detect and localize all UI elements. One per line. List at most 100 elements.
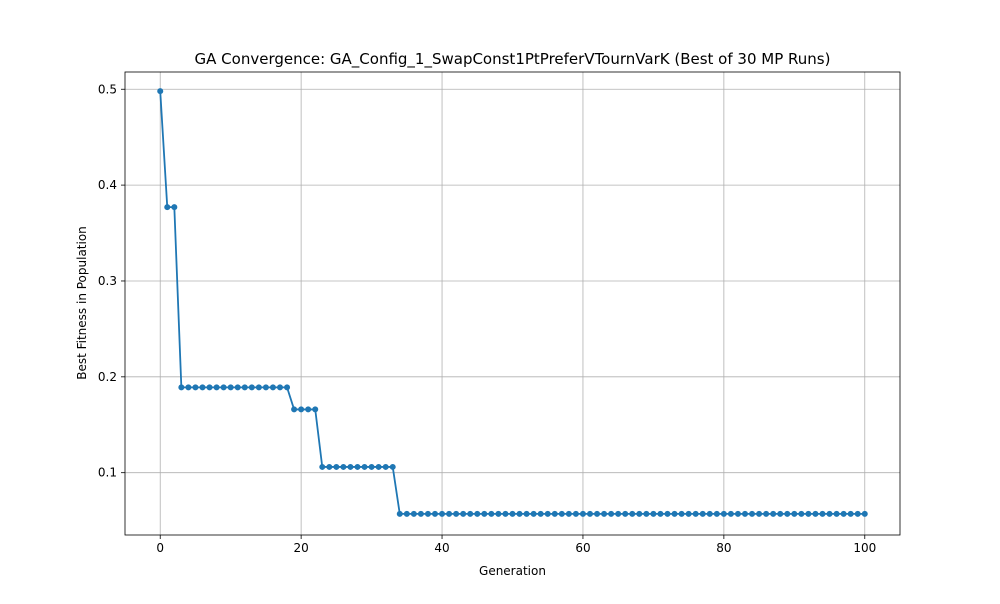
data-point xyxy=(262,384,269,391)
data-point xyxy=(241,384,248,391)
data-point xyxy=(347,463,354,470)
x-axis-label: Generation xyxy=(479,564,546,578)
data-point xyxy=(784,510,791,517)
data-point xyxy=(495,510,502,517)
data-point xyxy=(199,384,206,391)
data-point xyxy=(502,510,509,517)
data-point xyxy=(742,510,748,517)
data-point xyxy=(361,463,368,470)
data-point xyxy=(509,510,516,517)
grid xyxy=(125,72,900,535)
data-point xyxy=(861,510,868,517)
y-tick-label: 0.1 xyxy=(98,466,117,480)
data-point xyxy=(763,510,770,517)
data-point xyxy=(326,463,333,470)
y-tick-label: 0.3 xyxy=(98,274,117,288)
data-point xyxy=(220,384,227,391)
data-point xyxy=(446,510,453,517)
data-point xyxy=(699,510,706,517)
y-axis-label: Best Fitness in Population xyxy=(75,226,89,380)
data-point xyxy=(375,463,382,470)
x-tick-label: 20 xyxy=(293,541,308,555)
chart-title: GA Convergence: GA_Config_1_SwapConst1Pt… xyxy=(195,50,831,69)
data-point xyxy=(403,510,410,517)
data-point xyxy=(812,510,819,517)
data-point xyxy=(805,510,812,517)
data-point xyxy=(558,510,565,517)
x-tick-label: 80 xyxy=(716,541,731,555)
plot-frame xyxy=(124,71,901,536)
data-point xyxy=(544,510,551,517)
data-point xyxy=(847,510,854,517)
data-point xyxy=(749,510,756,517)
data-point xyxy=(791,510,798,517)
data-point xyxy=(417,510,424,517)
data-point xyxy=(537,510,544,517)
data-point xyxy=(798,510,805,517)
data-point xyxy=(650,510,657,517)
data-point xyxy=(354,463,361,470)
x-tick-label: 40 xyxy=(434,541,449,555)
data-point xyxy=(770,510,777,517)
data-point xyxy=(530,510,537,517)
data-point xyxy=(277,384,283,391)
ticks: 0 20 40 60 80 100 0.1 0.2 0.3 0.4 0.5 xyxy=(98,82,876,555)
data-point xyxy=(192,384,199,391)
data-point xyxy=(615,510,622,517)
data-point xyxy=(727,510,734,517)
x-tick-label: 0 xyxy=(156,541,164,555)
data-point xyxy=(643,510,650,517)
data-point xyxy=(734,510,741,517)
data-point xyxy=(579,510,586,517)
data-point xyxy=(594,510,601,517)
data-point xyxy=(234,384,241,391)
data-point xyxy=(410,510,417,517)
data-point xyxy=(854,510,861,517)
data-point xyxy=(720,510,727,517)
data-point xyxy=(185,384,192,391)
data-point xyxy=(269,384,276,391)
data-point xyxy=(227,384,234,391)
data-point xyxy=(819,510,826,517)
data-point xyxy=(523,510,530,517)
data-point xyxy=(368,463,375,470)
data-point xyxy=(312,406,319,413)
data-point xyxy=(678,510,685,517)
data-point xyxy=(481,510,488,517)
data-point xyxy=(777,510,784,517)
data-point xyxy=(601,510,608,517)
data-point xyxy=(671,510,678,517)
data-point xyxy=(664,510,671,517)
x-tick-label: 100 xyxy=(853,541,876,555)
data-point xyxy=(692,510,699,517)
data-point xyxy=(333,463,340,470)
data-point xyxy=(389,463,396,470)
data-point xyxy=(467,510,474,517)
data-point xyxy=(157,88,164,95)
data-point xyxy=(340,463,347,470)
data-point xyxy=(551,510,558,517)
data-point xyxy=(516,510,523,517)
data-point xyxy=(396,510,403,517)
data-point xyxy=(206,384,213,391)
data-point xyxy=(382,463,389,470)
data-point xyxy=(657,510,664,517)
data-point xyxy=(488,510,495,517)
data-point xyxy=(213,384,220,391)
data-point xyxy=(439,510,446,517)
data-point xyxy=(629,510,636,517)
data-point xyxy=(298,406,305,413)
data-point xyxy=(565,510,572,517)
data-point xyxy=(833,510,840,517)
data-point xyxy=(685,510,692,517)
data-point xyxy=(474,510,481,517)
data-point xyxy=(572,510,579,517)
data-point xyxy=(713,510,720,517)
x-tick-label: 60 xyxy=(575,541,590,555)
data-point xyxy=(424,510,431,517)
data-point xyxy=(284,384,291,391)
data-point xyxy=(622,510,629,517)
